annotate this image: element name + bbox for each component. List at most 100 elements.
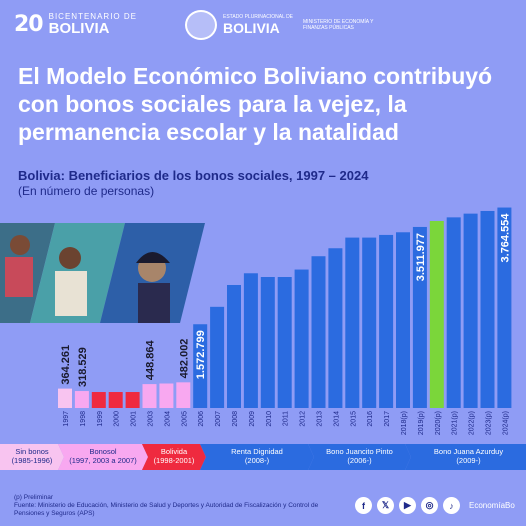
- bar-1997: [58, 388, 72, 408]
- ministerio-name: MINISTERIO DE ECONOMÍA Y FINANZAS PÚBLIC…: [303, 18, 374, 32]
- bar-2018(p): [396, 232, 410, 408]
- estado-small-text: ESTADO PLURINACIONAL DE: [223, 14, 294, 20]
- bicentenario-number: 20: [14, 12, 44, 37]
- data-label-2019(p): 3.511.977: [415, 233, 427, 281]
- x-tick-2024(p): 2024(p): [502, 411, 509, 435]
- bar-2012: [294, 269, 309, 408]
- legend-segment-1: [58, 444, 148, 470]
- bar-2024(p): [497, 207, 512, 408]
- bar-2020(p): [429, 220, 444, 408]
- legend-label-3-0: Renta Dignidad: [231, 447, 283, 456]
- legend-segment-5: [405, 444, 526, 470]
- data-label-1997: 364.261: [60, 345, 72, 385]
- x-tick-1998: 1998: [80, 411, 87, 427]
- footnote-source: Fuente: Ministerio de Educación, Ministe…: [14, 502, 319, 517]
- social-handle[interactable]: EconomíaBo: [469, 501, 515, 510]
- data-label-1998: 318.529: [77, 347, 89, 387]
- bar-2021(p): [446, 217, 461, 408]
- x-tick-2022(p): 2022(p): [469, 411, 476, 435]
- bar-2000: [108, 392, 123, 408]
- bar-1999: [91, 392, 106, 408]
- bar-2023(p): [480, 210, 495, 408]
- x-tick-2012: 2012: [300, 411, 307, 427]
- legend-label-1-1: (1997, 2003 a 2007): [69, 456, 137, 465]
- bar-2013: [311, 256, 326, 408]
- legend-label-4-1: (2006-): [347, 456, 372, 465]
- data-label-2024(p): 3.764.554: [499, 213, 511, 263]
- bar-2004: [159, 383, 174, 408]
- x-tick-2016: 2016: [367, 411, 374, 427]
- x-tick-2001: 2001: [131, 411, 138, 427]
- bar-2003: [142, 384, 157, 408]
- estado-big-text: BOLIVIA: [223, 20, 280, 36]
- x-tick-2014: 2014: [333, 411, 340, 427]
- bar-2010: [260, 277, 275, 408]
- beneficiaries-photo: [0, 223, 205, 323]
- bar-2008: [227, 284, 241, 408]
- bar-1998: [74, 391, 89, 408]
- bar-2015: [345, 237, 360, 408]
- legend-segment-2: [142, 444, 206, 470]
- bar-2007: [210, 306, 225, 408]
- x-tick-2021(p): 2021(p): [452, 411, 459, 435]
- x-tick-2019(p): 2019(p): [418, 411, 425, 435]
- legend-label-0-0: Sin bonos: [15, 447, 49, 456]
- data-label-2005: 482.002: [178, 339, 190, 379]
- legend-segment-0: [0, 444, 64, 470]
- x-tick-2023(p): 2023(p): [486, 411, 493, 435]
- bar-2005: [176, 382, 191, 408]
- x-tick-2004: 2004: [164, 411, 171, 427]
- legend-label-2-0: Bolivida: [161, 447, 188, 456]
- legend-segment-3: [200, 444, 314, 470]
- legend-label-5-0: Bono Juana Azurduy: [434, 447, 503, 456]
- instagram-icon[interactable]: ◎: [421, 497, 438, 514]
- footnote-preliminar: (p) Preliminar: [14, 494, 54, 501]
- bar-chart: 1997 364.261 1998 318.529 1999 2000 2001 2003 44…: [0, 207, 526, 470]
- data-label-2006: 1.572.799: [195, 330, 207, 379]
- x-tick-2020(p): 2020(p): [435, 411, 442, 435]
- bar-2001: [125, 392, 140, 408]
- x-tick-1997: 1997: [63, 411, 70, 427]
- bar-2016: [362, 237, 377, 408]
- bar-2022(p): [463, 213, 478, 408]
- x-tick-2011: 2011: [283, 411, 290, 426]
- youtube-icon[interactable]: ▶: [399, 497, 416, 514]
- x-tick-2008: 2008: [232, 411, 239, 427]
- x-tick-2017: 2017: [384, 411, 391, 427]
- ministerio-logo: ESTADO PLURINACIONAL DE BOLIVIA MINISTER…: [185, 10, 393, 40]
- legend-label-1-0: Bonosol: [89, 447, 116, 456]
- x-tick-2006: 2006: [198, 411, 205, 427]
- bicentenario-small-text: BICENTENARIO DE: [48, 12, 137, 21]
- bar-2006: [193, 324, 208, 408]
- bar-2014: [328, 248, 343, 408]
- footnote: (p) Preliminar Fuente: Ministerio de Edu…: [14, 494, 344, 518]
- x-icon[interactable]: 𝕏: [377, 497, 394, 514]
- bar-2017: [379, 234, 394, 408]
- x-tick-1999: 1999: [97, 411, 104, 427]
- x-tick-2007: 2007: [215, 411, 222, 427]
- legend-segment-4: [308, 444, 411, 470]
- legend-label-5-1: (2009-): [456, 456, 481, 465]
- x-tick-2018(p): 2018(p): [401, 411, 408, 435]
- x-tick-2005: 2005: [181, 411, 188, 427]
- legend-label-0-1: (1985-1996): [12, 456, 53, 465]
- x-tick-2010: 2010: [266, 411, 273, 427]
- bicentenario-logo: 20 BICENTENARIO DE BOLIVIA: [14, 12, 137, 37]
- chart-subtitle: (En número de personas): [18, 184, 155, 198]
- x-tick-2000: 2000: [114, 411, 121, 427]
- coat-of-arms-icon: [185, 10, 217, 40]
- legend-label-4-0: Bono Juancito Pinto: [326, 447, 393, 456]
- social-links: f 𝕏 ▶ ◎ ♪ EconomíaBo: [355, 497, 515, 514]
- legend-label-3-1: (2008-): [245, 456, 270, 465]
- x-tick-2009: 2009: [249, 411, 256, 427]
- legend-label-2-1: (1998-2001): [154, 456, 195, 465]
- tiktok-icon[interactable]: ♪: [443, 497, 460, 514]
- bicentenario-big-text: BOLIVIA: [48, 20, 110, 37]
- facebook-icon[interactable]: f: [355, 497, 372, 514]
- x-tick-2015: 2015: [350, 411, 357, 427]
- bar-2009: [243, 273, 258, 408]
- x-tick-2013: 2013: [317, 411, 324, 427]
- x-tick-2003: 2003: [148, 411, 155, 427]
- bar-2019(p): [412, 226, 427, 408]
- bar-2011: [277, 277, 292, 408]
